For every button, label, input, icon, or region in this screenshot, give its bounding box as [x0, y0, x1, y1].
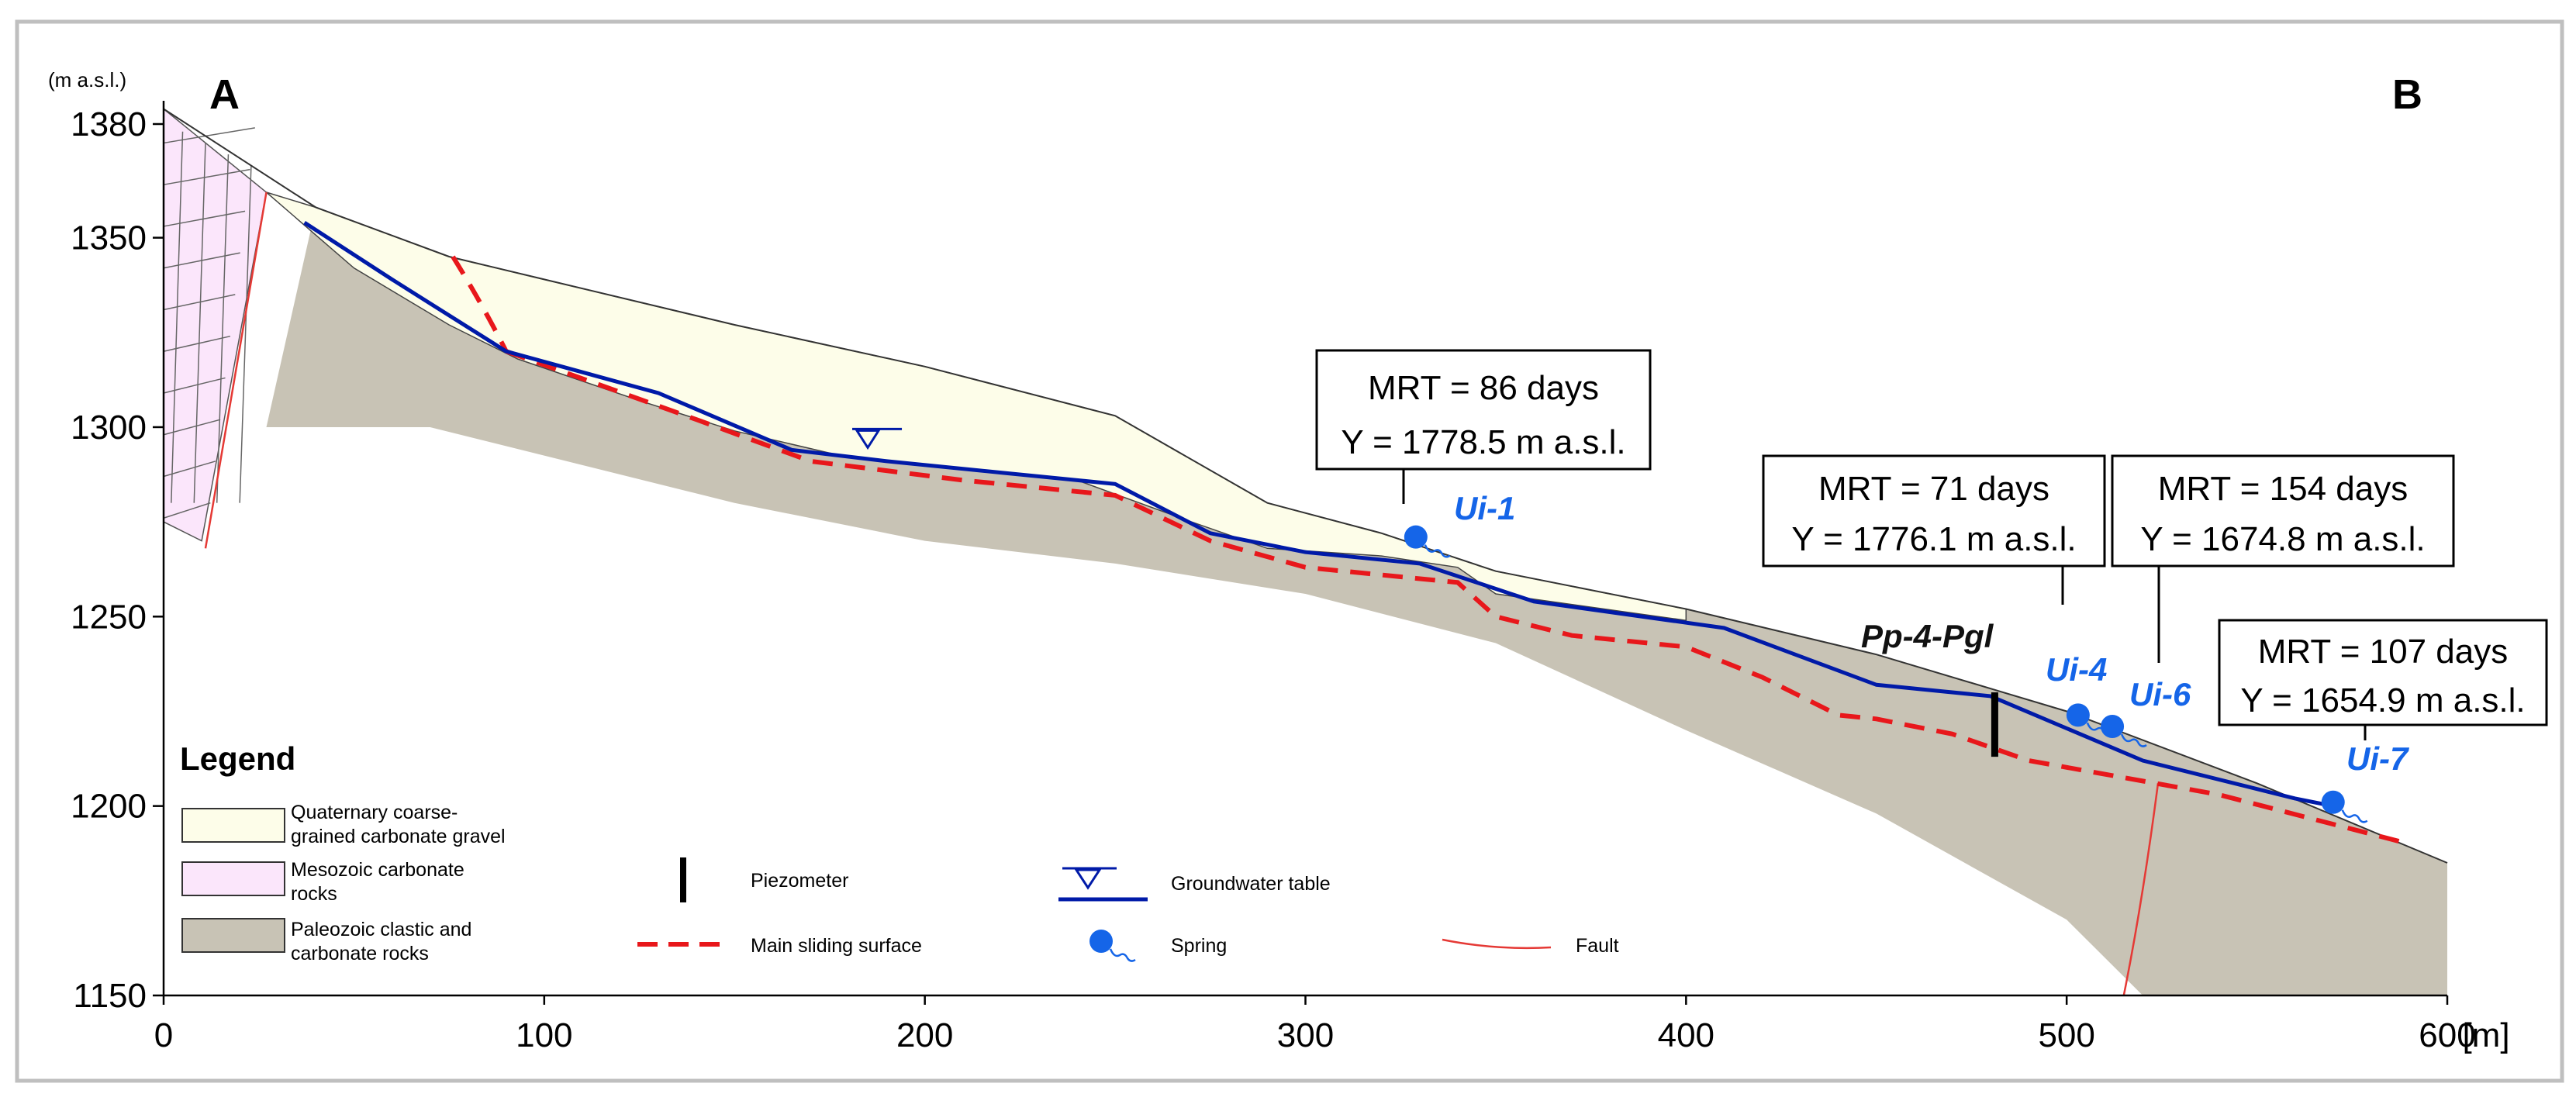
main-sliding-surface [505, 349, 2410, 847]
spring-ui-4: Ui-4 [2046, 651, 2113, 737]
x-tick-label: 300 [1277, 1016, 1334, 1054]
y-tick-label: 1300 [71, 409, 147, 447]
y-tick-label: 1250 [71, 598, 147, 636]
y-tick-label: 1350 [71, 219, 147, 257]
legend: Legend Quaternary coarse- grained carbon… [180, 740, 1619, 964]
mrt-box-ui-6: MRT = 154 days Y = 1674.8 m a.s.l. [2111, 454, 2455, 663]
mesozoic-hatch-line [163, 210, 246, 227]
x-axis-unit: [m] [2462, 1016, 2509, 1054]
y-axis-unit: (m a.s.l.) [48, 68, 126, 91]
y-tick-label: 1150 [73, 977, 147, 1015]
mrt-value-ui-6: MRT = 154 days [2158, 470, 2408, 508]
y-axis-ticks: 1150 1200 1250 1300 1350 1380 [71, 105, 164, 1015]
mesozoic-hatch-line [193, 143, 206, 503]
legend-swatch-mesozoic [181, 861, 285, 896]
mrt-box-ui-4: MRT = 71 days Y = 1776.1 m a.s.l. [1762, 454, 2106, 605]
mesozoic-hatch-line [171, 131, 184, 503]
mesozoic-hatch-line [163, 502, 211, 519]
faults [204, 191, 2160, 996]
x-axis-ticks: 0 100 200 300 400 500 600 [154, 995, 2476, 1054]
fault-line-right [2122, 783, 2160, 996]
elevation-value-ui-6: Y = 1674.8 m a.s.l. [2140, 520, 2425, 558]
ground-surface-line [163, 108, 2448, 864]
x-tick-label: 400 [1658, 1016, 1714, 1054]
figure-frame [15, 19, 2564, 1083]
piezometer-pp-4-pgl [1991, 692, 1998, 757]
spring-dot [2066, 703, 2090, 727]
elevation-value-ui-1: Y = 1778.5 m a.s.l. [1341, 423, 1625, 461]
legend-paleozoic-line1: Paleozoic clastic and [291, 919, 471, 940]
spring-label: Ui-1 [1454, 490, 1515, 526]
mesozoic-hatch-line [163, 335, 231, 352]
upper-sliding-scarp [451, 255, 509, 353]
groundwater-triangle-icon [855, 429, 881, 450]
piezometer-bar [1991, 692, 1998, 757]
mrt-value-ui-4: MRT = 71 days [1818, 470, 2049, 508]
legend-sliding-label: Main sliding surface [751, 935, 922, 957]
x-tick-label: 200 [896, 1016, 953, 1054]
spring-flow-icon [2120, 733, 2147, 747]
spring-ui-7: Ui-7 [2321, 740, 2409, 823]
spring-flow-icon [2341, 809, 2368, 823]
legend-spring-label: Spring [1171, 935, 1227, 957]
legend-piezometer-label: Piezometer [751, 870, 848, 892]
legend-swatch-paleozoic [181, 918, 285, 953]
y-tick-label: 1200 [71, 788, 147, 826]
legend-title: Legend [180, 740, 295, 777]
legend-groundwater-label: Groundwater table [1171, 873, 1331, 895]
section-endpoint-b: B [2392, 71, 2422, 118]
mesozoic-hatch [163, 127, 255, 519]
mesozoic-hatch-line [216, 154, 230, 503]
x-tick-label: 100 [516, 1016, 572, 1054]
spring-label: Ui-6 [2129, 676, 2191, 712]
mesozoic-hatch-line [163, 377, 226, 394]
legend-quaternary-line2: grained carbonate gravel [291, 826, 506, 847]
legend-paleozoic-line2: carbonate rocks [291, 943, 429, 964]
spring-dot [2321, 790, 2345, 814]
piezometer-label: Pp-4-Pgl [1861, 618, 1994, 654]
mrt-value-ui-1: MRT = 86 days [1368, 369, 1599, 407]
spring-ui-6: Ui-6 [2101, 676, 2191, 747]
y-tick-label: 1380 [71, 105, 147, 143]
fault-line-left [204, 191, 268, 549]
elevation-value-ui-4: Y = 1776.1 m a.s.l. [1791, 520, 2076, 558]
legend-spring-symbol [1089, 930, 1136, 962]
mrt-box-ui-1: MRT = 86 days Y = 1778.5 m a.s.l. [1315, 349, 1652, 504]
mesozoic-hatch-line [163, 127, 255, 144]
x-tick-label: 0 [154, 1016, 173, 1054]
spring-flow-icon [1424, 544, 1451, 558]
spring-label: Ui-7 [2346, 740, 2409, 777]
springs: Ui-1 Ui-4 Ui-6 Ui-7 [1404, 490, 2409, 823]
legend-mesozoic-line2: rocks [291, 883, 337, 905]
spring-dot [1404, 525, 1428, 549]
legend-swatch-quaternary [181, 808, 285, 843]
x-tick-label: 600 [2419, 1016, 2475, 1054]
spring-dot [2101, 715, 2125, 739]
mrt-box-ui-7: MRT = 107 days Y = 1654.9 m a.s.l. [2218, 619, 2548, 740]
section-endpoint-a: A [209, 71, 240, 118]
geology-layers [163, 107, 2448, 995]
legend-fault-label: Fault [1576, 935, 1619, 957]
mesozoic-hatch-line [239, 165, 252, 503]
legend-groundwater-symbol [1058, 867, 1148, 902]
spring-ui-1: Ui-1 [1404, 490, 1515, 558]
axes: 0 100 200 300 400 500 600 1150 1200 1250 1300 1350… [48, 68, 2510, 1054]
legend-mesozoic-line1: Mesozoic carbonate [291, 859, 464, 881]
x-tick-label: 500 [2038, 1016, 2094, 1054]
groundwater-table-line [303, 221, 2334, 809]
mesozoic-hatch-line [163, 168, 250, 185]
legend-piezometer-symbol [680, 857, 686, 902]
mrt-value-ui-7: MRT = 107 days [2258, 633, 2508, 671]
elevation-value-ui-7: Y = 1654.9 m a.s.l. [2240, 681, 2525, 719]
groundwater-table-icon [852, 427, 903, 450]
legend-quaternary-line1: Quaternary coarse- [291, 802, 458, 823]
legend-fault-symbol [1442, 938, 1552, 950]
spring-label: Ui-4 [2046, 651, 2107, 688]
